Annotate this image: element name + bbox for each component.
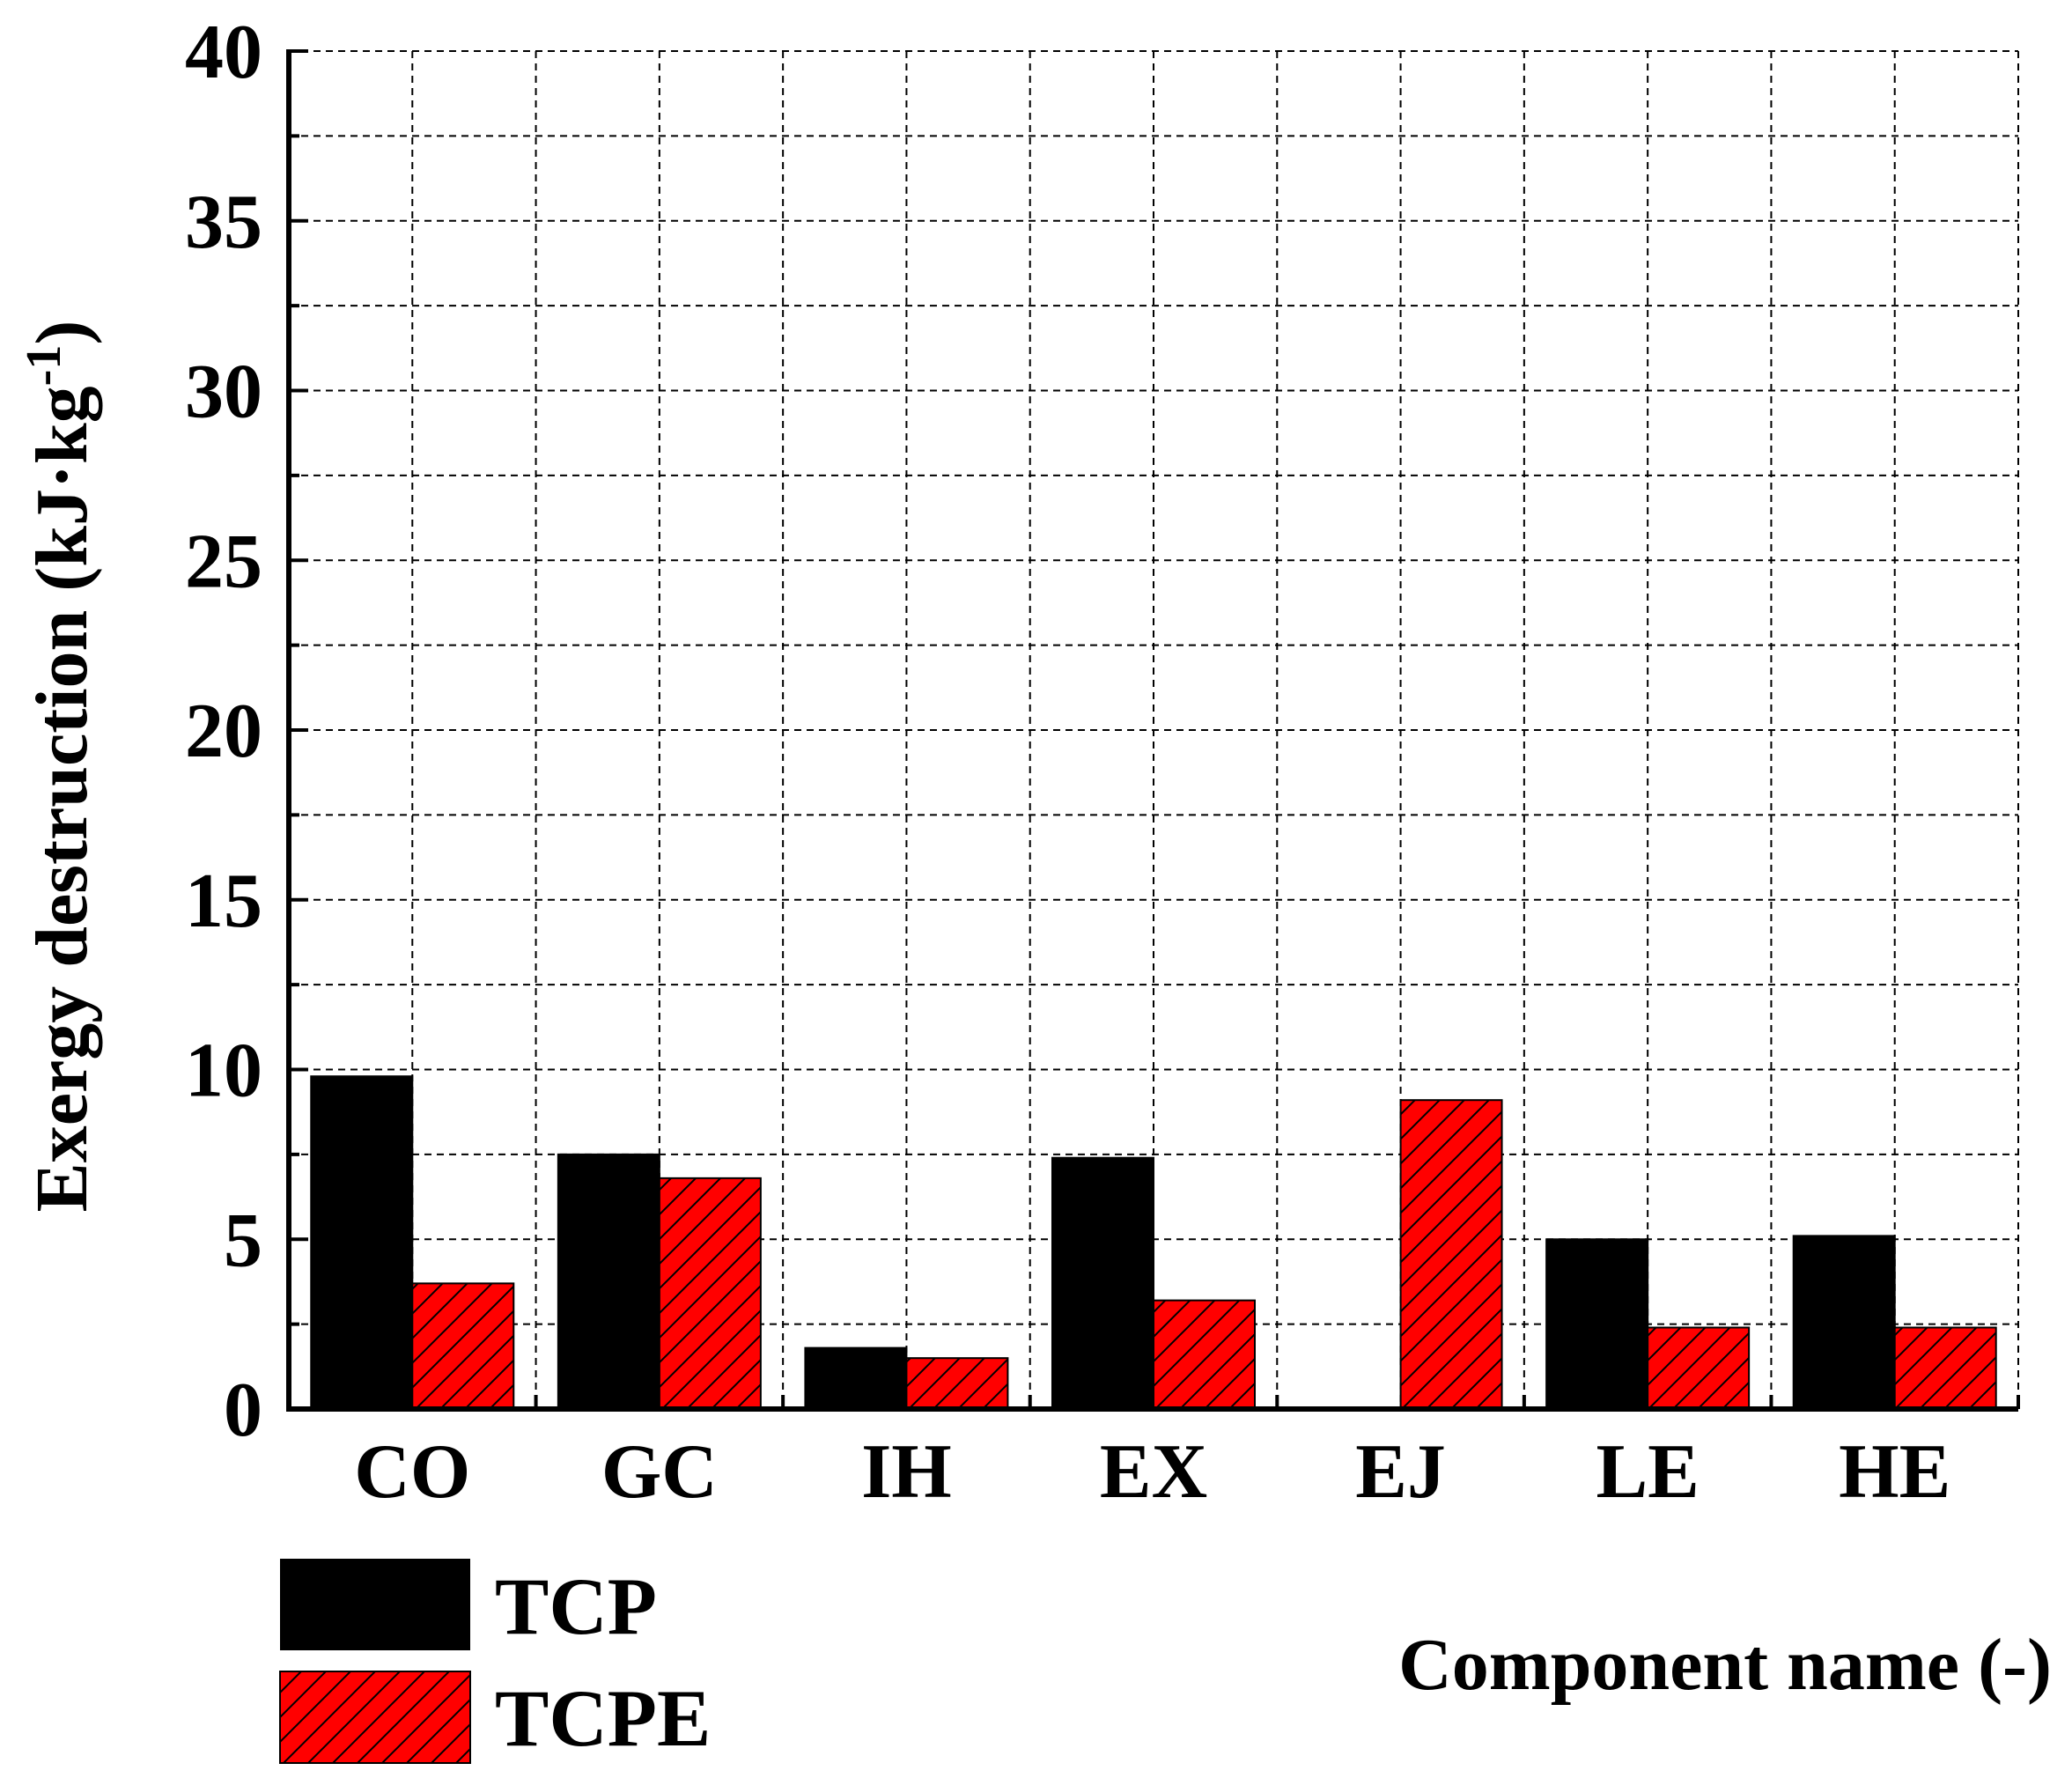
y-tick-label: 5 — [224, 1198, 262, 1283]
bar-tcpe-le — [1647, 1326, 1751, 1410]
x-tick-label-ih: IH — [861, 1429, 952, 1515]
legend-swatch-tcp — [280, 1559, 470, 1650]
x-tick-label-he: HE — [1839, 1429, 1950, 1515]
bar-tcp-co — [310, 1075, 414, 1410]
legend: TCP TCPE — [279, 1559, 711, 1764]
bar-tcpe-ex — [1153, 1299, 1256, 1411]
x-tick-label-gc: GC — [601, 1429, 718, 1515]
x-axis-title: Component name (-) — [1398, 1624, 2052, 1706]
bar-tcp-he — [1792, 1235, 1896, 1411]
bar-tcpe-ih — [905, 1357, 1009, 1411]
grid-lines — [289, 50, 2019, 1409]
bars-group — [310, 1075, 1997, 1411]
y-tick-label: 35 — [185, 180, 262, 265]
bar-tcp-ex — [1051, 1156, 1154, 1410]
y-tick-label: 40 — [185, 10, 262, 95]
x-tick-label-le: LE — [1596, 1429, 1699, 1515]
bar-tcpe-co — [411, 1282, 515, 1410]
y-tick-label: 10 — [185, 1029, 262, 1114]
x-tick-labels: CO GC IH EX EJ LE HE — [354, 1429, 1950, 1515]
y-tick-label: 20 — [185, 689, 262, 774]
y-tick-label: 25 — [185, 519, 262, 604]
bar-tcp-gc — [557, 1153, 660, 1410]
x-tick-label-ej: EJ — [1355, 1429, 1446, 1515]
y-tick-label: 15 — [185, 859, 262, 944]
y-tick-labels: 0 5 10 15 20 25 30 35 40 — [185, 10, 262, 1453]
legend-label-tcp: TCP — [495, 1561, 657, 1651]
bar-tcpe-gc — [658, 1177, 762, 1410]
legend-label-tcpe: TCPE — [495, 1673, 711, 1763]
y-tick-label: 0 — [224, 1368, 262, 1453]
x-tick-label-co: CO — [354, 1429, 470, 1515]
axes — [286, 49, 2020, 1412]
y-tick-label: 30 — [185, 350, 262, 435]
bar-tcpe-ej — [1399, 1099, 1503, 1410]
legend-swatch-tcpe — [279, 1671, 471, 1764]
bar-tcp-le — [1545, 1238, 1649, 1410]
y-axis-title: Exergy destruction (kJ·kg-1) — [17, 321, 103, 1213]
bar-tcp-ih — [804, 1346, 908, 1410]
x-tick-label-ex: EX — [1100, 1429, 1207, 1515]
bar-tcpe-he — [1893, 1326, 1997, 1410]
